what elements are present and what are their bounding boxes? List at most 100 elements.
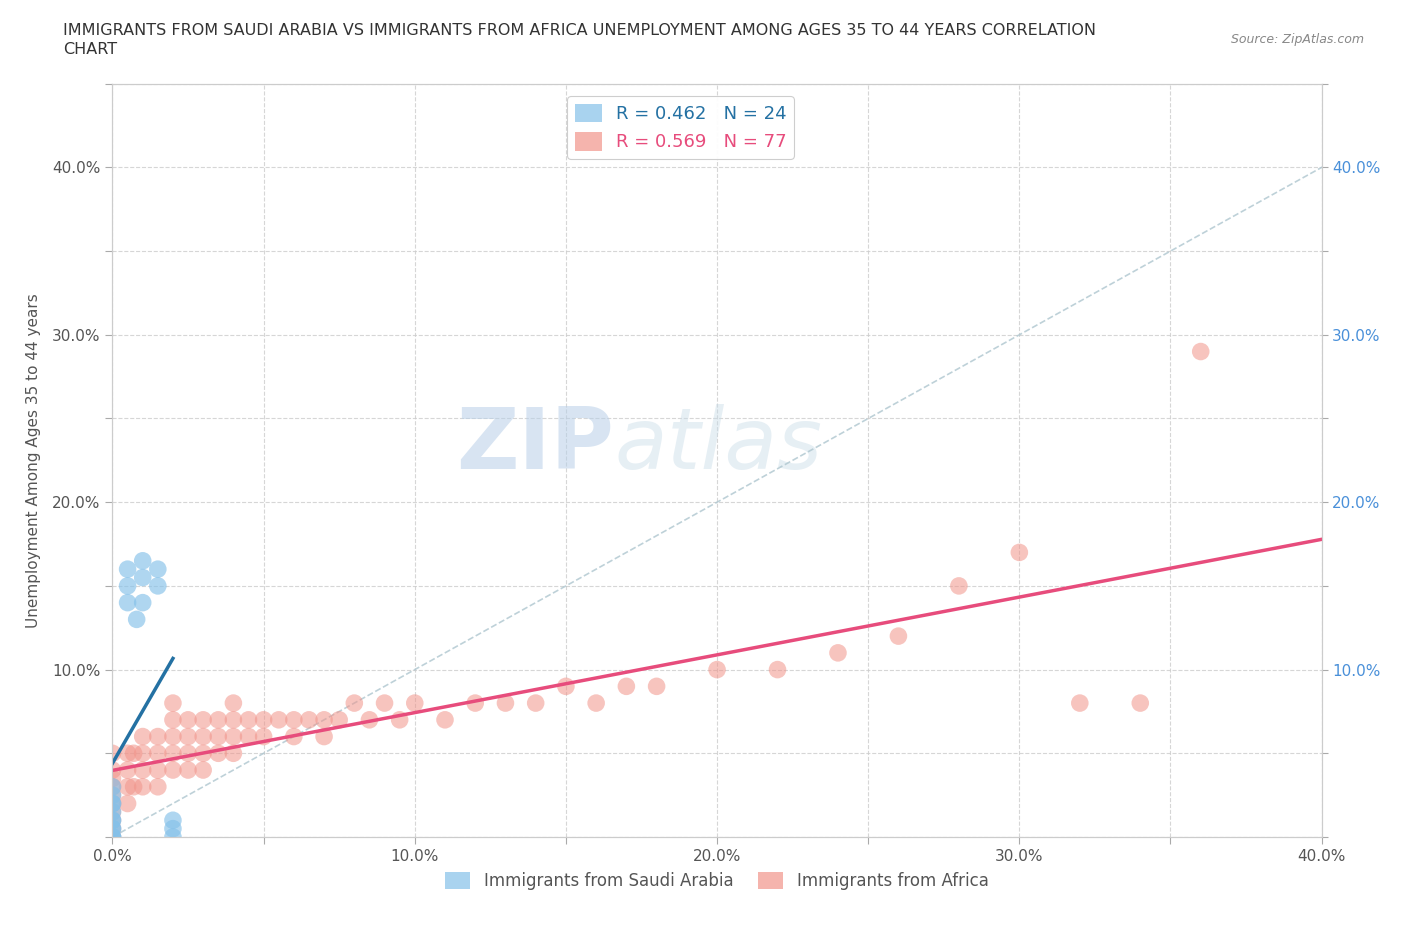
Point — [177, 763, 200, 777]
Point — [343, 696, 366, 711]
Point — [464, 696, 486, 711]
Point — [146, 779, 169, 794]
Point — [146, 578, 169, 593]
Point — [101, 821, 124, 836]
Point — [101, 763, 124, 777]
Point — [101, 796, 124, 811]
Text: ZIP: ZIP — [457, 404, 614, 486]
Text: atlas: atlas — [614, 404, 823, 486]
Point — [101, 746, 124, 761]
Point — [101, 813, 124, 828]
Point — [222, 729, 245, 744]
Point — [125, 612, 148, 627]
Point — [117, 779, 139, 794]
Point — [207, 729, 229, 744]
Point — [101, 804, 124, 819]
Point — [101, 830, 124, 844]
Point — [1189, 344, 1212, 359]
Point — [162, 712, 184, 727]
Point — [253, 729, 276, 744]
Point — [146, 562, 169, 577]
Text: Source: ZipAtlas.com: Source: ZipAtlas.com — [1230, 33, 1364, 46]
Point — [132, 729, 155, 744]
Point — [554, 679, 576, 694]
Point — [267, 712, 290, 727]
Point — [101, 779, 124, 794]
Point — [374, 696, 396, 711]
Point — [314, 712, 336, 727]
Point — [101, 830, 124, 844]
Point — [101, 804, 124, 819]
Point — [146, 729, 169, 744]
Point — [827, 645, 849, 660]
Point — [101, 796, 124, 811]
Point — [101, 779, 124, 794]
Point — [146, 763, 169, 777]
Point — [404, 696, 426, 711]
Point — [283, 712, 305, 727]
Point — [122, 779, 145, 794]
Point — [1129, 696, 1152, 711]
Point — [359, 712, 381, 727]
Point — [101, 821, 124, 836]
Point — [117, 578, 139, 593]
Point — [177, 729, 200, 744]
Point — [146, 746, 169, 761]
Point — [766, 662, 789, 677]
Point — [117, 562, 139, 577]
Point — [706, 662, 728, 677]
Point — [162, 729, 184, 744]
Point — [1069, 696, 1091, 711]
Point — [328, 712, 350, 727]
Point — [191, 746, 214, 761]
Point — [122, 746, 145, 761]
Point — [191, 729, 214, 744]
Point — [162, 696, 184, 711]
Point — [191, 712, 214, 727]
Point — [388, 712, 411, 727]
Point — [314, 729, 336, 744]
Point — [101, 830, 124, 844]
Point — [177, 712, 200, 727]
Point — [887, 629, 910, 644]
Point — [222, 712, 245, 727]
Point — [117, 796, 139, 811]
Text: IMMIGRANTS FROM SAUDI ARABIA VS IMMIGRANTS FROM AFRICA UNEMPLOYMENT AMONG AGES 3: IMMIGRANTS FROM SAUDI ARABIA VS IMMIGRAN… — [63, 23, 1097, 38]
Point — [162, 813, 184, 828]
Point — [645, 679, 668, 694]
Point — [117, 763, 139, 777]
Point — [101, 771, 124, 786]
Legend: Immigrants from Saudi Arabia, Immigrants from Africa: Immigrants from Saudi Arabia, Immigrants… — [439, 865, 995, 897]
Point — [132, 570, 155, 585]
Point — [101, 813, 124, 828]
Point — [132, 595, 155, 610]
Point — [191, 763, 214, 777]
Point — [132, 553, 155, 568]
Point — [948, 578, 970, 593]
Point — [238, 712, 260, 727]
Point — [222, 696, 245, 711]
Point — [162, 821, 184, 836]
Point — [132, 763, 155, 777]
Point — [101, 821, 124, 836]
Point — [298, 712, 321, 727]
Text: CHART: CHART — [63, 42, 117, 57]
Point — [433, 712, 456, 727]
Point — [162, 763, 184, 777]
Point — [117, 746, 139, 761]
Point — [207, 746, 229, 761]
Point — [162, 746, 184, 761]
Point — [207, 712, 229, 727]
Point — [101, 796, 124, 811]
Point — [177, 746, 200, 761]
Point — [101, 788, 124, 803]
Point — [495, 696, 517, 711]
Y-axis label: Unemployment Among Ages 35 to 44 years: Unemployment Among Ages 35 to 44 years — [27, 293, 41, 628]
Point — [524, 696, 547, 711]
Point — [253, 712, 276, 727]
Point — [101, 813, 124, 828]
Point — [238, 729, 260, 744]
Point — [283, 729, 305, 744]
Point — [585, 696, 607, 711]
Point — [1008, 545, 1031, 560]
